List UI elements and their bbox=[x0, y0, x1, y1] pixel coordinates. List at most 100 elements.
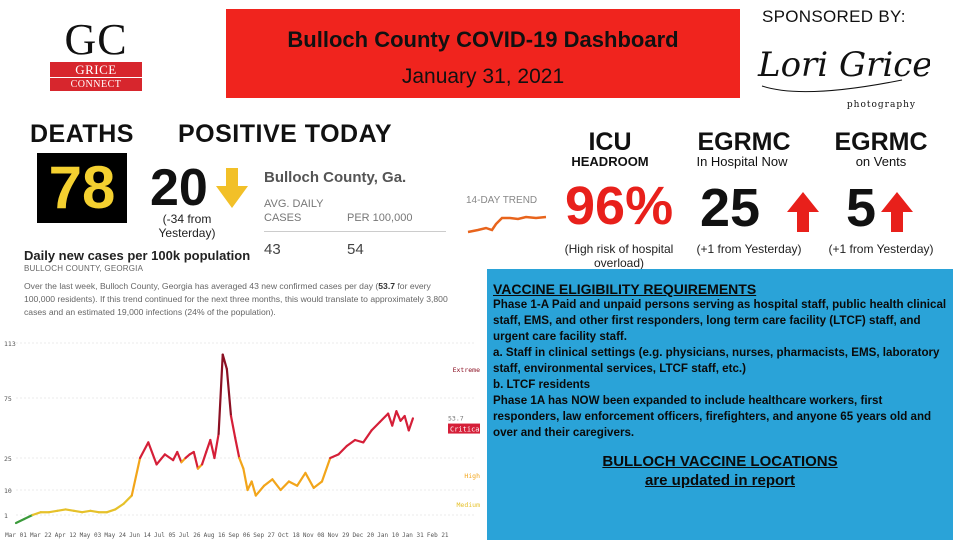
logo-line1: GRICE bbox=[75, 62, 117, 77]
series-segment bbox=[14, 517, 26, 525]
x-tick-label: Nov 29 bbox=[328, 532, 350, 539]
sponsor-sub: photography bbox=[846, 100, 916, 110]
icu-subtitle: HEADROOM bbox=[571, 154, 649, 169]
y-tick-label: 1 bbox=[4, 512, 8, 520]
series-segment bbox=[217, 353, 224, 436]
series-segment bbox=[234, 436, 241, 460]
x-tick-label: Mar 01 bbox=[5, 532, 27, 539]
vaccine-item-a: a. Staff in clinical settings (e.g. phys… bbox=[493, 346, 940, 375]
grice-connect-logo: GC GRICE CONNECT bbox=[50, 18, 142, 102]
series-segment bbox=[147, 441, 158, 466]
series-segment bbox=[271, 478, 282, 492]
series-segment bbox=[64, 508, 75, 512]
sponsor-label: SPONSORED BY: bbox=[762, 7, 906, 26]
series-segment bbox=[391, 410, 398, 427]
x-tick-label: May 03 bbox=[80, 532, 102, 539]
series-segment bbox=[345, 438, 357, 448]
stats-col2-head: PER 100,000 bbox=[347, 212, 413, 224]
x-tick-label: Jul 26 bbox=[179, 532, 201, 539]
vaccine-locations-link[interactable]: BULLOCH VACCINE LOCATIONS are updated in… bbox=[493, 452, 947, 490]
series-segment bbox=[172, 450, 179, 462]
risk-level-label: Medium bbox=[457, 501, 481, 509]
series-segment bbox=[209, 438, 216, 460]
icu-value: 96% bbox=[565, 176, 674, 236]
icu-trend-sparkline bbox=[467, 215, 547, 234]
series-segment bbox=[213, 432, 220, 460]
y-tick-label: 113 bbox=[4, 340, 16, 348]
stats-col1-value: 43 bbox=[264, 241, 281, 258]
series-segment bbox=[387, 412, 394, 427]
x-tick-label: Jun 14 bbox=[129, 532, 151, 539]
series-segment bbox=[130, 456, 142, 497]
arrow-up-icon bbox=[881, 192, 913, 232]
arrow-up-icon bbox=[787, 192, 819, 232]
series-segment bbox=[250, 480, 257, 497]
series-segment bbox=[155, 453, 166, 466]
sponsor-script-mark: Lori Grice bbox=[757, 45, 932, 93]
series-segment bbox=[47, 509, 59, 514]
series-segment bbox=[312, 480, 324, 489]
vents-value: 5 bbox=[846, 178, 877, 238]
series-segment bbox=[378, 412, 390, 424]
deaths-label: DEATHS bbox=[30, 120, 134, 148]
series-segment bbox=[403, 414, 410, 432]
series-segment bbox=[56, 508, 67, 512]
x-tick-label: Dec 20 bbox=[352, 532, 374, 539]
series-segment bbox=[114, 502, 125, 511]
stats-divider bbox=[264, 231, 446, 232]
series-segment bbox=[105, 508, 117, 514]
chart-description: Over the last week, Bulloch County, Geor… bbox=[24, 280, 464, 319]
icu-title: ICU bbox=[588, 128, 632, 156]
hospital-value: 25 bbox=[700, 178, 761, 238]
series-segment bbox=[287, 480, 299, 487]
chart-desc-pre: Over the last week, Bulloch County, Geor… bbox=[24, 281, 379, 291]
y-tick-label: 75 bbox=[4, 395, 12, 403]
chart-title: Daily new cases per 100k population bbox=[24, 248, 251, 263]
x-tick-label: Feb 21 bbox=[427, 532, 449, 539]
x-tick-label: Apr 12 bbox=[55, 532, 77, 539]
series-segment bbox=[353, 438, 365, 444]
series-segment bbox=[225, 367, 233, 418]
y-tick-label: 25 bbox=[4, 455, 12, 463]
series-segment bbox=[89, 509, 100, 514]
series-segment bbox=[205, 438, 212, 454]
series-segment bbox=[296, 471, 307, 487]
series-segment bbox=[122, 494, 133, 505]
series-segment bbox=[370, 420, 381, 432]
icu-note: (High risk of hospital overload) bbox=[564, 242, 674, 270]
series-segment bbox=[81, 509, 92, 514]
series-segment bbox=[362, 429, 373, 444]
x-tick-label: Sep 06 bbox=[228, 532, 250, 539]
stats-title: Bulloch County, Ga. bbox=[264, 169, 407, 186]
chart-desc-post: for every 100,000 residents). If this tr… bbox=[24, 281, 448, 317]
x-tick-label: Oct 18 bbox=[278, 532, 300, 539]
trend-label: 14-DAY TREND bbox=[466, 195, 538, 206]
vaccine-expanded: Phase 1A has NOW been expanded to includ… bbox=[493, 394, 932, 439]
x-tick-label: Nov 08 bbox=[303, 532, 325, 539]
logo-initials: GC bbox=[64, 15, 128, 64]
series-segment bbox=[31, 511, 42, 517]
chart-subtitle: BULLOCH COUNTY, GEORGIA bbox=[24, 264, 144, 273]
x-tick-label: Aug 16 bbox=[204, 532, 226, 539]
positive-label: POSITIVE TODAY bbox=[178, 120, 393, 148]
series-segment bbox=[238, 456, 245, 470]
dashboard-date: January 31, 2021 bbox=[401, 65, 565, 88]
series-segment bbox=[262, 478, 274, 487]
current-value-label: 53.7 bbox=[448, 415, 464, 423]
chart-desc-bold: 53.7 bbox=[378, 281, 396, 291]
series-segment bbox=[176, 450, 183, 464]
vents-note: (+1 from Yesterday) bbox=[828, 242, 934, 256]
vents-subtitle: on Vents bbox=[855, 154, 907, 169]
series-segment bbox=[320, 456, 332, 483]
x-tick-label: Mar 22 bbox=[30, 532, 52, 539]
series-segment bbox=[72, 509, 84, 514]
stats-col1-head: AVG. DAILY CASES bbox=[264, 198, 324, 224]
vaccine-phase-1a: Phase 1-A Paid and unpaid persons servin… bbox=[493, 298, 947, 343]
series-segment bbox=[23, 513, 34, 521]
series-segment bbox=[329, 453, 340, 460]
sponsor-name-text: Lori Grice bbox=[757, 45, 930, 85]
vaccine-heading: VACCINE ELIGIBILITY REQUIREMENTS bbox=[493, 281, 757, 297]
critical-badge-label: Critical bbox=[450, 426, 484, 434]
logo-line2: CONNECT bbox=[50, 77, 142, 91]
stats-col2-value: 54 bbox=[347, 241, 364, 258]
